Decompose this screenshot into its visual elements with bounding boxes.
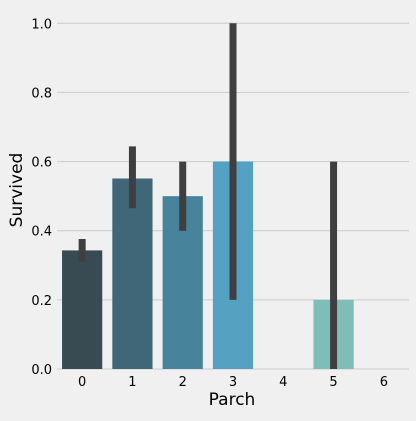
x-tick-label: 3: [229, 375, 237, 390]
x-tick-label: 2: [179, 375, 187, 390]
bar: [62, 250, 103, 369]
y-tick-label: 0.6: [31, 156, 52, 171]
y-axis-label: Survived: [7, 153, 27, 228]
x-ticks: 0 1 2 3 4 5 6: [78, 375, 388, 390]
bars: [62, 161, 354, 369]
y-tick-label: 1.0: [31, 17, 52, 32]
bar: [112, 178, 153, 369]
y-tick-label: 0.2: [31, 294, 52, 309]
x-axis-label: Parch: [209, 390, 256, 410]
y-ticks: 0.0 0.2 0.4 0.6 0.8 1.0: [31, 17, 52, 378]
x-tick-label: 1: [128, 375, 136, 390]
y-tick-label: 0.8: [31, 86, 52, 101]
y-tick-label: 0.0: [31, 363, 52, 378]
x-tick-label: 6: [380, 375, 388, 390]
x-tick-label: 5: [329, 375, 337, 390]
error-bars: [78, 23, 338, 369]
x-tick-label: 0: [78, 375, 86, 390]
y-tick-label: 0.4: [31, 225, 52, 240]
x-tick-label: 4: [279, 375, 287, 390]
